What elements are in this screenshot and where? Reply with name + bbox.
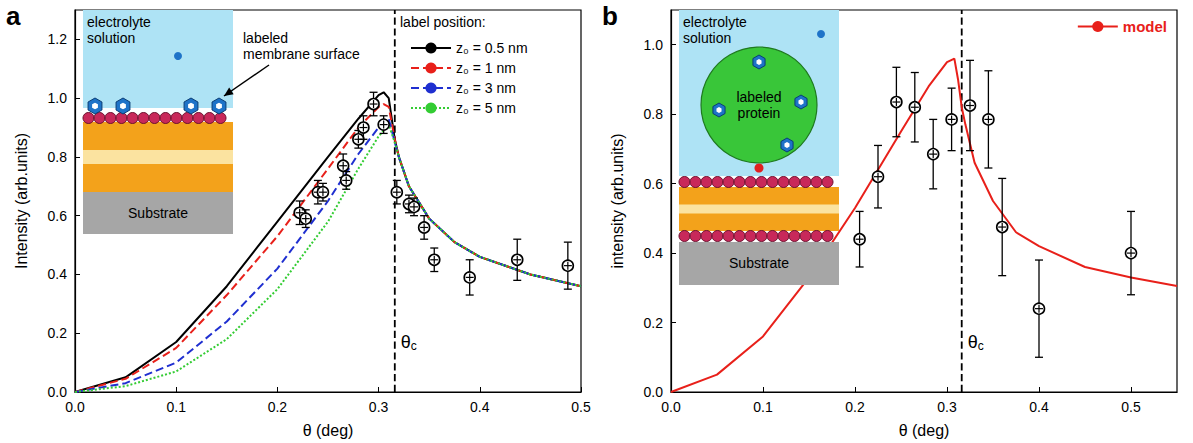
svg-text:c: c — [411, 339, 417, 353]
svg-text:solution: solution — [683, 30, 731, 46]
svg-text:1.0: 1.0 — [48, 90, 68, 106]
svg-text:0.5: 0.5 — [1121, 399, 1141, 415]
svg-text:b: b — [602, 1, 618, 31]
svg-text:electrolyte: electrolyte — [87, 14, 151, 30]
svg-text:c: c — [978, 339, 984, 353]
svg-text:0.3: 0.3 — [369, 399, 389, 415]
svg-text:Substrate: Substrate — [729, 255, 789, 271]
svg-text:a: a — [6, 1, 21, 31]
svg-text:θ: θ — [968, 332, 978, 352]
svg-text:θ: θ — [401, 332, 411, 352]
svg-text:0.6: 0.6 — [48, 208, 68, 224]
svg-text:Intensity (arb.units): Intensity (arb.units) — [13, 133, 30, 269]
svg-text:0.8: 0.8 — [644, 106, 664, 122]
svg-text:0.2: 0.2 — [644, 315, 664, 331]
svg-text:0.4: 0.4 — [48, 266, 68, 282]
svg-text:labeled: labeled — [243, 30, 288, 46]
svg-text:model: model — [1123, 18, 1167, 35]
svg-text:electrolyte: electrolyte — [683, 14, 747, 30]
svg-text:1.0: 1.0 — [644, 37, 664, 53]
svg-text:0.1: 0.1 — [166, 399, 186, 415]
svg-text:0.3: 0.3 — [937, 399, 957, 415]
svg-text:0.5: 0.5 — [571, 399, 591, 415]
svg-text:z₀ = 5 nm: z₀ = 5 nm — [456, 100, 516, 116]
svg-text:0.0: 0.0 — [644, 384, 664, 400]
svg-text:0.2: 0.2 — [268, 399, 288, 415]
svg-text:z₀ = 1 nm: z₀ = 1 nm — [456, 60, 516, 76]
svg-text:0.4: 0.4 — [470, 399, 490, 415]
svg-text:label position:: label position: — [400, 14, 486, 30]
svg-text:0.4: 0.4 — [644, 245, 664, 261]
svg-text:z₀ = 3 nm: z₀ = 3 nm — [456, 80, 516, 96]
svg-text:0.0: 0.0 — [661, 399, 681, 415]
svg-text:1.2: 1.2 — [48, 31, 68, 47]
svg-text:0.2: 0.2 — [845, 399, 865, 415]
svg-text:solution: solution — [87, 30, 135, 46]
svg-text:0.2: 0.2 — [48, 325, 68, 341]
svg-text:Substrate: Substrate — [128, 205, 188, 221]
svg-text:0.8: 0.8 — [48, 149, 68, 165]
svg-text:0.6: 0.6 — [644, 176, 664, 192]
svg-text:0.0: 0.0 — [48, 384, 68, 400]
svg-text:0.1: 0.1 — [753, 399, 773, 415]
svg-text:θ (deg): θ (deg) — [899, 422, 950, 439]
svg-text:z₀ = 0.5 nm: z₀ = 0.5 nm — [456, 40, 528, 56]
svg-text:0.0: 0.0 — [65, 399, 85, 415]
svg-text:protein: protein — [738, 105, 781, 121]
svg-text:θ (deg): θ (deg) — [303, 422, 354, 439]
svg-text:0.4: 0.4 — [1029, 399, 1049, 415]
svg-text:intensity (arb.units): intensity (arb.units) — [609, 133, 626, 268]
svg-text:labeled: labeled — [736, 89, 781, 105]
svg-text:membrane surface: membrane surface — [243, 46, 360, 62]
